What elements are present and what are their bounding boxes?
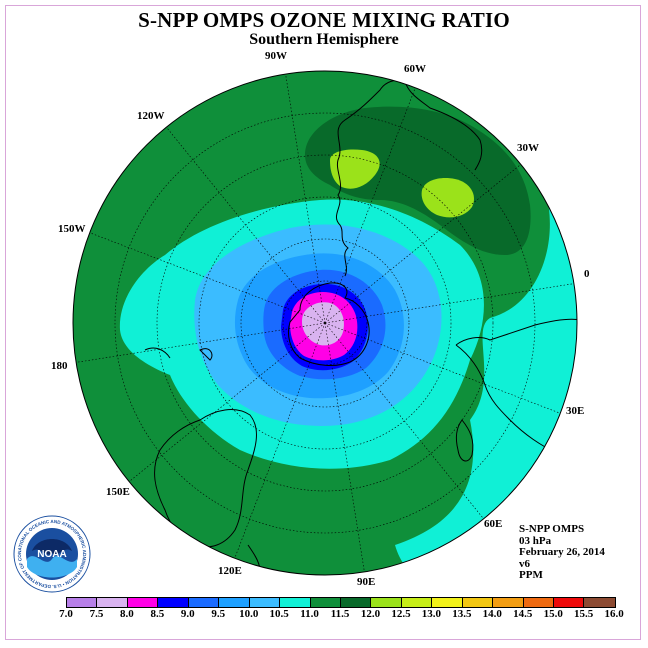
colorbar-tick-label: 15.0 [543,608,563,620]
lon-label-120e: 120E [218,565,242,577]
colorbar-swatch [219,598,250,607]
colorbar-swatch [127,598,159,607]
lon-label-60w: 60W [404,63,426,75]
colorbar-tick-label: 7.5 [89,608,104,620]
lon-label-150w: 150W [58,223,86,235]
info-block: S-NPP OMPS 03 hPa February 26, 2014 v6 P… [519,523,605,582]
colorbar-tick-label: 13.0 [421,608,442,620]
ozone-band-10-5-east [395,160,577,575]
info-version: v6 [519,557,530,570]
colorbar-tick-label: 11.0 [300,608,319,620]
colorbar-swatch [280,598,311,607]
meridian-line [324,322,561,414]
colorbar-tick-label: 12.0 [360,608,381,620]
lon-label-90w: 90W [265,50,287,62]
info-units: PPM [519,569,543,582]
colorbar-tick-label: 13.5 [452,608,472,620]
map-title: S-NPP OMPS OZONE MIXING RATIO [138,8,510,32]
colorbar-swatch [310,598,341,607]
colorbar-tick-label: 10.0 [239,608,259,620]
map-subtitle: Southern Hemisphere [249,31,399,48]
noaa-logo: NATIONAL OCEANIC AND ATMOSPHERIC ADMINIS… [13,515,91,593]
colorbar-tick-label: 10.5 [269,608,289,620]
colorbar-tick-label: 14.5 [513,608,533,620]
ozone-band-12-0-east [421,178,475,218]
colorbar-swatch [340,598,372,607]
info-instrument: S-NPP OMPS [519,523,585,535]
colorbar [66,597,616,608]
colorbar-swatch [584,598,615,607]
lon-label-90e: 90E [357,576,376,588]
lon-label-60e: 60E [484,518,503,530]
lon-label-120w: 120W [137,110,165,122]
colorbar-tick-label: 12.5 [391,608,411,620]
figure-frame [5,5,641,640]
colorbar-swatch [249,598,281,607]
lon-label-0: 0 [584,268,590,280]
lon-label-30e: 30E [566,405,585,417]
colorbar-tick-label: 16.0 [604,608,624,620]
lon-label-180: 180 [51,360,68,372]
lon-label-150e: 150E [106,486,130,498]
colorbar-tick-label: 8.0 [120,608,134,620]
colorbar-tick-label: 7.0 [59,608,73,620]
colorbar-swatch [371,598,402,607]
noaa-logo-text: NOAA [37,549,66,560]
colorbar-swatch [493,598,524,607]
colorbar-swatch [554,598,585,607]
colorbar-tick-label: 14.0 [482,608,502,620]
colorbar-swatch [523,598,554,607]
ozone-band-11-5 [305,106,531,255]
colorbar-swatch [432,598,463,607]
colorbar-tick-label: 9.0 [180,608,195,620]
colorbar-swatch [401,598,433,607]
colorbar-swatch [67,598,98,607]
info-date: February 26, 2014 [519,546,605,559]
coastlines [114,79,577,575]
lon-label-30w: 30W [517,142,539,154]
colorbar-tick-label: 9.5 [211,608,226,620]
colorbar-swatch [188,598,220,607]
colorbar-swatch [462,598,494,607]
globe-outline [72,70,578,576]
colorbar-swatch [158,598,189,607]
colorbar-tick-label: 8.5 [150,608,165,620]
info-level: 03 hPa [519,534,552,547]
meridian-line [89,232,326,324]
colorbar-swatch [97,598,128,607]
ozone-band-7-5 [302,302,344,346]
colorbar-tick-label: 11.5 [330,608,350,620]
ozone-band-12-0-west [330,149,380,189]
colorbar-tick-label: 15.5 [574,608,594,620]
